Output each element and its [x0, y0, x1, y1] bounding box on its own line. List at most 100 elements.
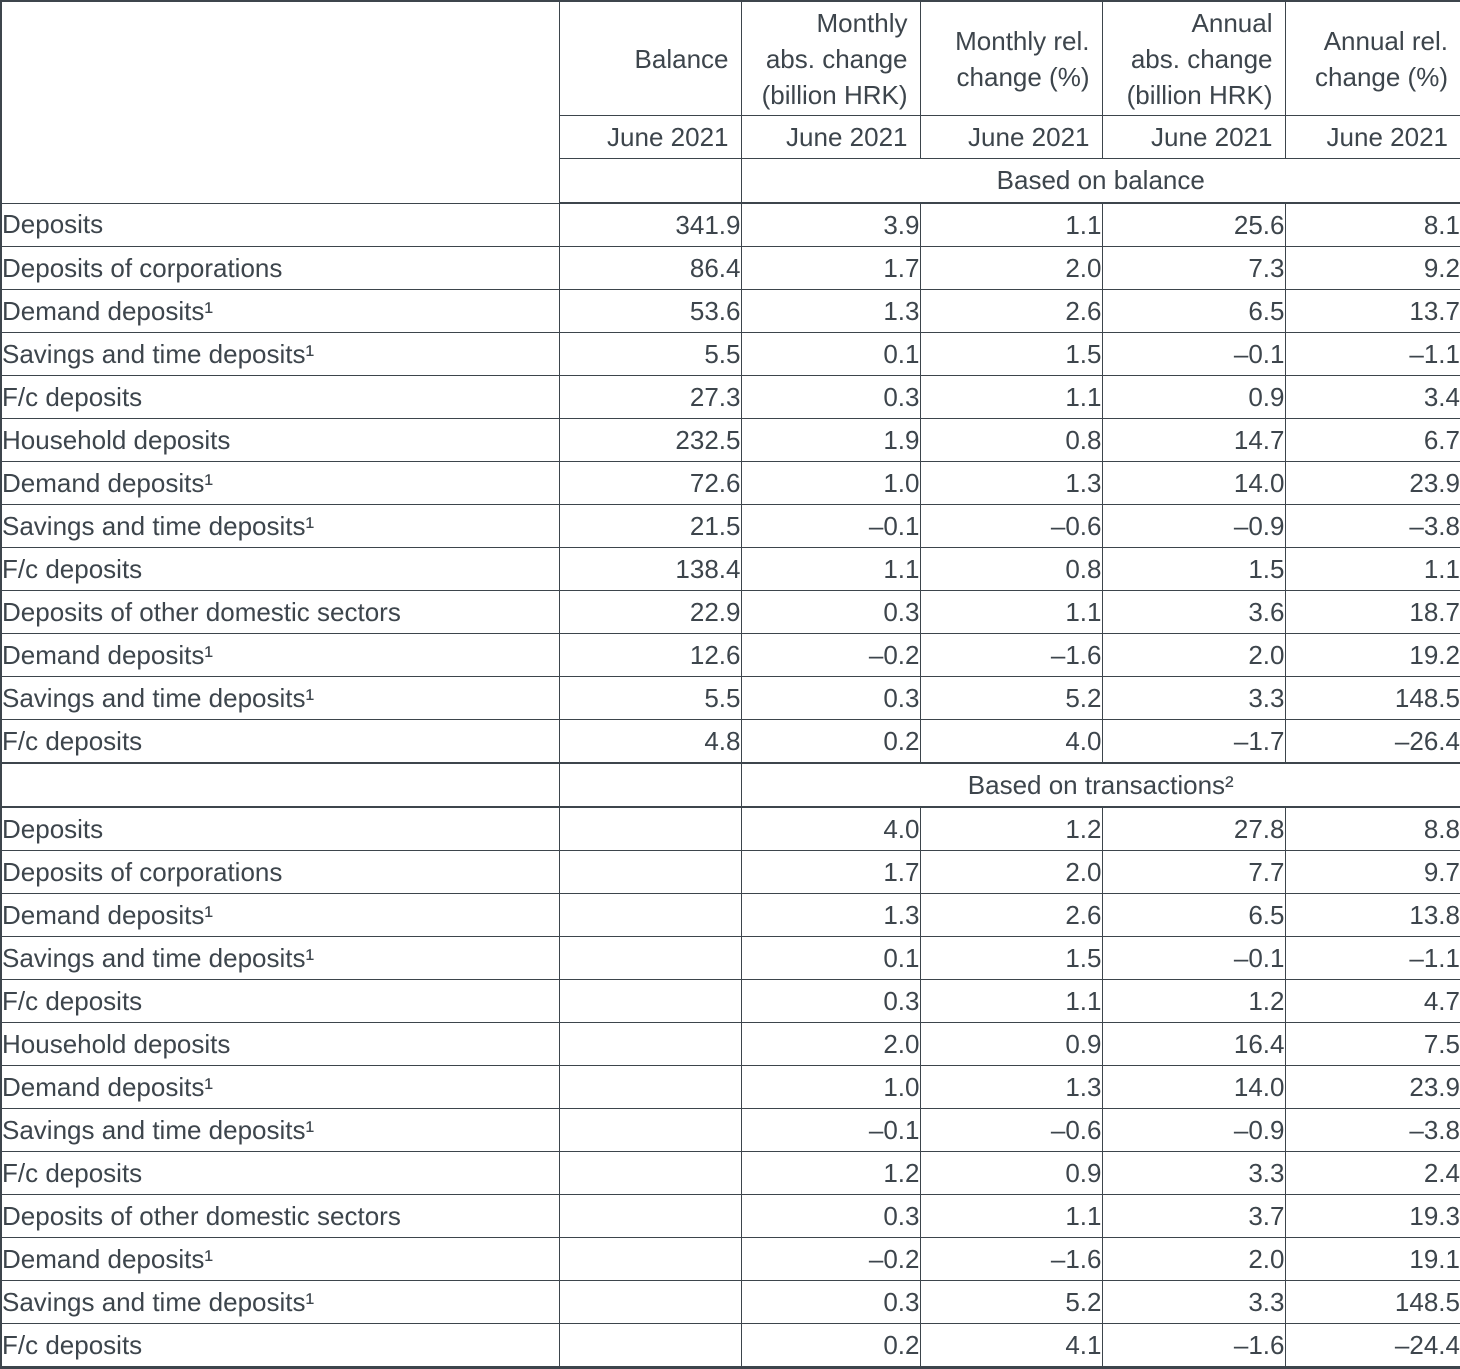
table-row: F/c deposits 4.8 0.2 4.0 –1.7 –26.4 — [0, 719, 1460, 764]
date-header: June 2021 — [1101, 115, 1286, 159]
cell-value: 138.4 — [558, 547, 742, 591]
column-header-annual-rel-change: Annual rel. change (%) — [1284, 0, 1460, 116]
cell-value: 1.1 — [919, 375, 1103, 419]
cell-value: –0.9 — [1101, 1108, 1286, 1152]
cell-value: 0.3 — [740, 590, 921, 634]
column-header-monthly-rel-change: Monthly rel. change (%) — [919, 0, 1103, 116]
cell-value: –1.6 — [1101, 1323, 1286, 1368]
table-row: Deposits 341.9 3.9 1.1 25.6 8.1 — [0, 202, 1460, 247]
cell-value: 341.9 — [558, 202, 742, 247]
cell-value: 2.4 — [1284, 1151, 1460, 1195]
date-header: June 2021 — [919, 115, 1103, 159]
cell-value: 2.6 — [919, 893, 1103, 937]
row-label: F/c deposits — [0, 979, 560, 1023]
cell-value — [558, 1108, 742, 1152]
row-label: Deposits of other domestic sectors — [0, 1194, 560, 1238]
cell-value: 1.2 — [919, 806, 1103, 851]
cell-value: 19.1 — [1284, 1237, 1460, 1281]
table-row: Savings and time deposits¹ 0.3 5.2 3.3 148.5 — [0, 1280, 1460, 1324]
cell-value: 72.6 — [558, 461, 742, 505]
cell-value: 1.3 — [740, 289, 921, 333]
cell-value: 0.3 — [740, 676, 921, 720]
column-header-row: Balance Monthly abs. change (billion HRK… — [0, 0, 1460, 204]
cell-value: 3.7 — [1101, 1194, 1286, 1238]
table-row: Savings and time deposits¹ 21.5 –0.1 –0.6 –0… — [0, 504, 1460, 548]
table-header: Balance Monthly abs. change (billion HRK… — [0, 0, 1460, 204]
cell-value: 1.5 — [919, 936, 1103, 980]
cell-value: 1.1 — [919, 202, 1103, 247]
cell-value: 4.0 — [919, 719, 1103, 764]
row-label: Demand deposits¹ — [0, 289, 560, 333]
cell-value: 1.1 — [740, 547, 921, 591]
section-divider-row: Based on transactions² — [0, 762, 1460, 808]
cell-value: 0.9 — [919, 1022, 1103, 1066]
cell-value: 1.3 — [919, 1065, 1103, 1109]
cell-value — [558, 1323, 742, 1368]
cell-value: 8.1 — [1284, 202, 1460, 247]
cell-value: –24.4 — [1284, 1323, 1460, 1368]
cell-value: 148.5 — [1284, 676, 1460, 720]
table-row: Savings and time deposits¹ 5.5 0.1 1.5 –0.1–… — [0, 332, 1460, 376]
empty-header-cell — [558, 158, 742, 204]
column-header-balance: Balance — [558, 0, 742, 116]
row-label: Savings and time deposits¹ — [0, 1280, 560, 1324]
cell-value: –0.1 — [1101, 936, 1286, 980]
cell-value: 0.1 — [740, 936, 921, 980]
cell-value: 148.5 — [1284, 1280, 1460, 1324]
cell-value: 1.1 — [919, 590, 1103, 634]
table-row: Demand deposits¹ 72.6 1.0 1.3 14.0 23.9 — [0, 461, 1460, 505]
cell-value: 1.2 — [740, 1151, 921, 1195]
cell-value: 2.0 — [1101, 633, 1286, 677]
cell-value: 27.3 — [558, 375, 742, 419]
row-label: Deposits — [0, 202, 560, 247]
table-row: Household deposits 232.5 1.9 0.8 14.7 6.7 — [0, 418, 1460, 462]
cell-value: 1.1 — [919, 1194, 1103, 1238]
table-row: Deposits of other domestic sectors 0.3 1.1… — [0, 1194, 1460, 1238]
cell-value: 4.0 — [740, 806, 921, 851]
table-row: Savings and time deposits¹ 0.1 1.5 –0.1 –1.1 — [0, 936, 1460, 980]
cell-value: 1.0 — [740, 1065, 921, 1109]
cell-value: 0.8 — [919, 547, 1103, 591]
cell-value: 1.2 — [1101, 979, 1286, 1023]
row-label: Deposits of corporations — [0, 246, 560, 290]
cell-value: 7.7 — [1101, 850, 1286, 894]
section-transactions-body: Deposits 4.0 1.2 27.8 8.8 Deposits of corpora… — [0, 806, 1460, 1368]
cell-value: 1.0 — [740, 461, 921, 505]
row-label: Demand deposits¹ — [0, 1065, 560, 1109]
cell-value — [558, 979, 742, 1023]
section-header-based-on-balance: Based on balance — [740, 158, 1460, 204]
cell-value: 4.8 — [558, 719, 742, 764]
cell-value: 0.3 — [740, 375, 921, 419]
row-label: F/c deposits — [0, 719, 560, 764]
row-label: F/c deposits — [0, 547, 560, 591]
row-label: Savings and time deposits¹ — [0, 504, 560, 548]
row-label: Demand deposits¹ — [0, 1237, 560, 1281]
cell-value: 1.5 — [1101, 547, 1286, 591]
cell-value: 2.0 — [1101, 1237, 1286, 1281]
cell-value: 0.9 — [1101, 375, 1286, 419]
row-label: F/c deposits — [0, 375, 560, 419]
cell-value: 6.5 — [1101, 893, 1286, 937]
cell-value: 5.5 — [558, 332, 742, 376]
cell-value — [558, 1022, 742, 1066]
row-label: F/c deposits — [0, 1151, 560, 1195]
cell-value: 2.0 — [919, 246, 1103, 290]
cell-value: 25.6 — [1101, 202, 1286, 247]
row-label: Demand deposits¹ — [0, 633, 560, 677]
row-label: Demand deposits¹ — [0, 893, 560, 937]
cell-value: 0.1 — [740, 332, 921, 376]
cell-value: 2.6 — [919, 289, 1103, 333]
cell-value: 5.2 — [919, 676, 1103, 720]
cell-value: –1.6 — [919, 633, 1103, 677]
cell-value: –0.2 — [740, 633, 921, 677]
table-row: F/c deposits 1.2 0.9 3.3 2.4 — [0, 1151, 1460, 1195]
cell-value: –3.8 — [1284, 1108, 1460, 1152]
cell-value: –0.9 — [1101, 504, 1286, 548]
cell-value: 1.3 — [919, 461, 1103, 505]
table-row: F/c deposits 138.4 1.1 0.8 1.5 1.1 — [0, 547, 1460, 591]
cell-value: 6.5 — [1101, 289, 1286, 333]
cell-value: 23.9 — [1284, 461, 1460, 505]
date-header: June 2021 — [558, 115, 742, 159]
